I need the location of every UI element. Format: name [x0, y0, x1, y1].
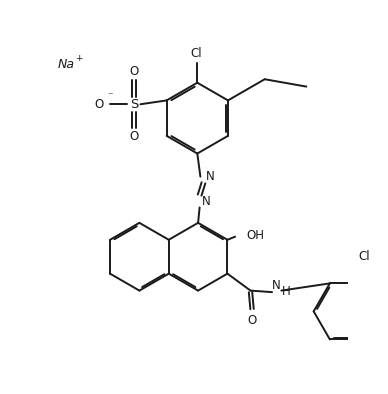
- Text: N: N: [202, 195, 211, 208]
- Text: +: +: [75, 54, 83, 63]
- Text: S: S: [130, 98, 139, 111]
- Text: Cl: Cl: [191, 47, 203, 60]
- Text: O: O: [248, 314, 257, 327]
- Text: N: N: [272, 279, 281, 292]
- Text: O: O: [130, 130, 139, 143]
- Text: H: H: [282, 285, 290, 298]
- Text: Cl: Cl: [358, 250, 369, 263]
- Text: O: O: [130, 65, 139, 78]
- Text: Na: Na: [58, 58, 75, 71]
- Text: ⁻: ⁻: [107, 91, 113, 102]
- Text: N: N: [206, 170, 215, 183]
- Text: OH: OH: [246, 229, 264, 242]
- Text: O: O: [94, 98, 104, 111]
